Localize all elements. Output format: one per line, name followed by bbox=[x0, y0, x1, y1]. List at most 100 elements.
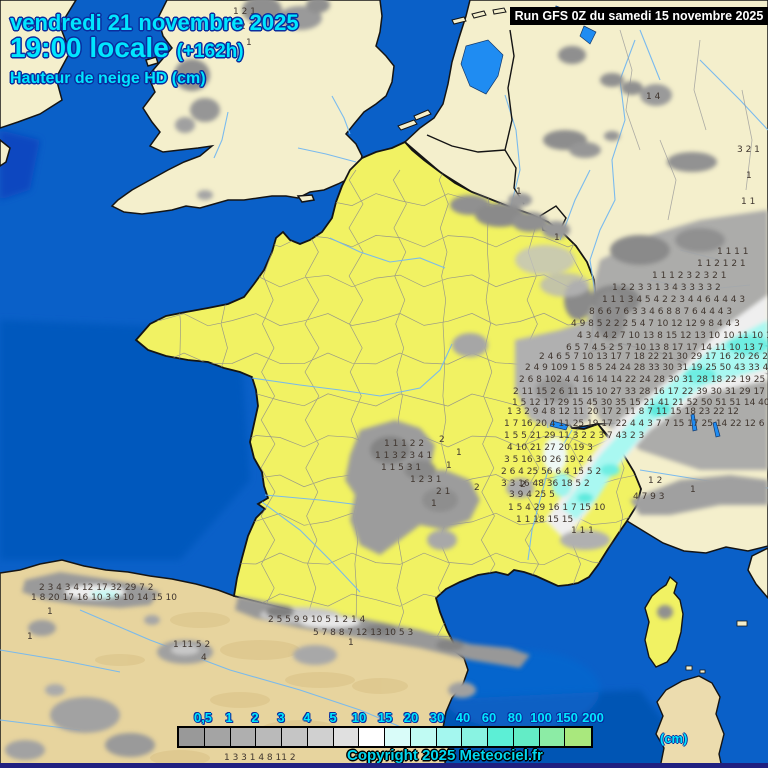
legend-cell bbox=[436, 728, 463, 746]
legend-label: 20 bbox=[403, 710, 419, 725]
legend-cell bbox=[307, 728, 334, 746]
snow-value: 2 bbox=[474, 483, 480, 493]
snow-value: 2 1 bbox=[436, 487, 450, 497]
legend-label: 200 bbox=[582, 710, 604, 725]
snow-value: 1 bbox=[27, 632, 33, 642]
snow-value: 1 bbox=[690, 485, 696, 495]
snow-value: 1 11 5 2 bbox=[173, 640, 210, 650]
snow-value: 3 2 1 bbox=[737, 145, 760, 155]
snow-value: 3 3 16 48 36 18 5 2 bbox=[501, 479, 590, 489]
legend-cell bbox=[488, 728, 514, 746]
copyright-text: Copyright 2025 Meteociel.fr bbox=[347, 747, 543, 764]
snow-value: 1 2 2 3 3 1 3 4 3 3 3 3 2 bbox=[612, 283, 721, 293]
legend-label: 10 bbox=[351, 710, 367, 725]
mountain-shading bbox=[5, 0, 768, 760]
snow-value: 3 9 4 25 5 bbox=[509, 490, 555, 500]
snow-value: 2 3 4 3 4 12 17 32 29 7 2 bbox=[39, 583, 154, 593]
legend-label: 0,5 bbox=[193, 710, 213, 725]
legend-label: 60 bbox=[481, 710, 497, 725]
snow-value: 1 4 bbox=[646, 92, 661, 102]
legend-label: 80 bbox=[507, 710, 523, 725]
snow-value: 1 1 1 bbox=[571, 526, 594, 536]
snow-value: 2 4 6 5 7 10 13 17 7 18 22 21 30 29 17 1… bbox=[539, 352, 768, 362]
snow-value: 1 3 3 1 4 8 11 2 bbox=[224, 753, 296, 763]
snow-value: 1 1 2 1 2 1 bbox=[697, 259, 746, 269]
snow-value: 2 11 15 2 6 11 15 10 27 33 28 16 17 22 3… bbox=[513, 387, 768, 397]
legend-cell bbox=[282, 728, 308, 746]
snow-value: 1 5 12 17 29 15 45 30 35 15 21 41 21 52 … bbox=[512, 398, 768, 408]
snow-value: 1 2 bbox=[648, 476, 662, 486]
snow-value: 2 5 5 9 9 10 5 1 2 1 4 bbox=[268, 615, 366, 625]
snow-value: 1 5 4 29 16 1 7 15 10 bbox=[508, 503, 606, 513]
ijsselmeer bbox=[460, 39, 504, 95]
legend-cell bbox=[513, 728, 540, 746]
snow-value: 3 5 16 30 26 19 2 4 bbox=[504, 455, 593, 465]
snow-value: 2 bbox=[439, 435, 445, 445]
legend-cell bbox=[410, 728, 437, 746]
legend-label: 15 bbox=[377, 710, 393, 725]
snow-value: 1 1 bbox=[741, 197, 755, 207]
legend-unit-label: (cm) bbox=[660, 731, 688, 746]
snow-value: 1 1 3 2 3 4 1 bbox=[375, 451, 432, 461]
snow-value: 6 5 7 4 5 2 5 7 10 13 8 17 17 14 11 10 1… bbox=[566, 343, 764, 353]
snow-value: 8 6 6 7 6 3 3 4 6 8 8 7 6 4 4 4 3 bbox=[589, 307, 732, 317]
legend-cell bbox=[462, 728, 488, 746]
snow-value: 1 1 1 1 bbox=[717, 247, 749, 257]
corsica bbox=[644, 575, 684, 668]
snow-value: 2 6 4 25 56 6 4 15 5 2 bbox=[501, 467, 601, 477]
snow-value: 4 7 9 3 bbox=[633, 492, 665, 502]
forecast-time-local: 19:00 locale bbox=[10, 32, 169, 63]
legend-cell bbox=[179, 728, 205, 746]
legend-label: 30 bbox=[429, 710, 445, 725]
legend-label: 150 bbox=[556, 710, 578, 725]
snow-value: 2 1 bbox=[240, 22, 254, 32]
legend-label: 5 bbox=[329, 710, 337, 725]
snow-value: 2 4 9 109 1 5 8 5 24 24 28 33 30 31 19 2… bbox=[525, 363, 768, 373]
snow-value: 1 3 2 9 4 8 12 11 20 17 2 11 8 7 11 15 1… bbox=[507, 407, 739, 417]
legend-cell bbox=[565, 728, 591, 746]
snow-value: 1 bbox=[446, 461, 452, 471]
tuscany-coast bbox=[747, 547, 768, 600]
legend-label: 3 bbox=[277, 710, 285, 725]
snow-value: 1 bbox=[516, 187, 522, 197]
legend-labels: 0,5 1 2 3 4 5 10 15 20 30 40 60 80 100 150 200 bbox=[177, 710, 604, 726]
snow-value: 1 bbox=[47, 607, 53, 617]
legend-cell bbox=[256, 728, 282, 746]
snow-value: 1 1 18 15 15 bbox=[516, 515, 573, 525]
model-run-banner: Run GFS 0Z du samedi 15 novembre 2025 bbox=[510, 7, 768, 25]
legend-cell bbox=[333, 728, 360, 746]
legend-cell bbox=[385, 728, 411, 746]
legend-cell bbox=[539, 728, 566, 746]
snow-value: 1 bbox=[348, 638, 354, 648]
snow-value: 5 7 8 8 7 12 13 10 5 3 bbox=[313, 628, 413, 638]
forecast-date: vendredi 21 novembre 2025 bbox=[10, 10, 299, 35]
snow-value: 1 1 1 2 3 2 3 2 1 bbox=[652, 271, 726, 281]
snow-value: 4 bbox=[201, 653, 207, 663]
ireland bbox=[0, 0, 77, 129]
snow-value: 1 bbox=[554, 233, 560, 243]
legend-label: 4 bbox=[303, 710, 311, 725]
snow-value: 1 bbox=[746, 171, 752, 181]
snow-value: 1 bbox=[431, 499, 437, 509]
legend-label: 100 bbox=[530, 710, 552, 725]
color-scale-legend: 0,5 1 2 3 4 5 10 15 20 30 40 60 80 100 150 200 bbox=[177, 710, 604, 748]
forecast-time: 19:00 locale (+162h) bbox=[10, 32, 244, 64]
snow-value: 1 8 20 17 16 10 3 9 10 14 15 10 bbox=[31, 593, 177, 603]
legend-cells bbox=[177, 726, 593, 748]
legend-cell bbox=[204, 728, 231, 746]
snow-value: 1 1 1 2 2 bbox=[384, 439, 424, 449]
legend-label: 40 bbox=[455, 710, 471, 725]
snow-value: 1 bbox=[246, 38, 252, 48]
snow-value: 1 2 1 bbox=[233, 7, 256, 17]
legend-cell bbox=[230, 728, 257, 746]
sardinia bbox=[655, 675, 725, 768]
legend-label: 1 bbox=[225, 710, 233, 725]
snow-value: 2 6 8 102 4 4 16 14 14 22 24 28 30 31 28… bbox=[519, 375, 768, 385]
snow-value: 4 10 21 27 20 19 3 bbox=[507, 443, 593, 453]
snow-value: 1 bbox=[456, 448, 462, 458]
legend-cell bbox=[359, 728, 385, 746]
bottom-bar bbox=[0, 763, 768, 768]
